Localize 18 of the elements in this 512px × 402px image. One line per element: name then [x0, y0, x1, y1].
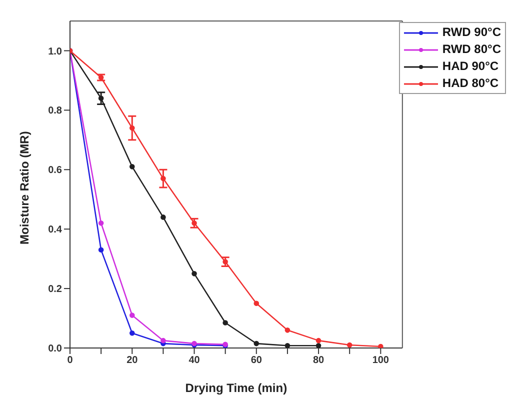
y-tick-label: 0.6 — [48, 165, 62, 176]
y-tick-label: 0.4 — [48, 224, 62, 236]
x-axis-title: Drying Time (min) — [185, 381, 288, 395]
y-axis-title: Moisture Ratio (MR) — [17, 131, 32, 244]
y-tick-label: 0.2 — [48, 284, 62, 296]
legend-label: HAD 90°C — [442, 58, 499, 75]
legend-label: RWD 90°C — [442, 24, 501, 41]
x-tick-label: 80 — [312, 355, 325, 366]
x-tick-label: 60 — [250, 355, 262, 366]
y-tick-label: 1.0 — [48, 46, 62, 58]
x-tick-label: 0 — [67, 355, 74, 366]
y-tick-label: 0.8 — [48, 106, 62, 117]
y-tick-label: 0.0 — [48, 344, 62, 355]
legend-label: HAD 80°C — [442, 75, 499, 92]
legend-label: RWD 80°C — [442, 41, 501, 58]
x-tick-label: 20 — [126, 355, 138, 366]
x-tick-label: 100 — [372, 355, 390, 366]
x-tick-label: 40 — [188, 355, 200, 366]
